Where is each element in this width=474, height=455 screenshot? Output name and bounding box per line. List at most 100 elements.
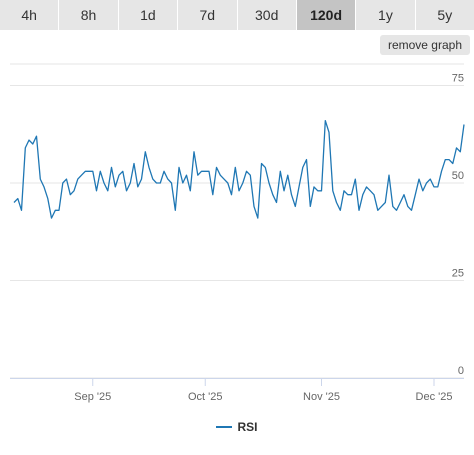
- data-point[interactable]: [30, 142, 35, 147]
- data-point[interactable]: [462, 122, 467, 127]
- data-point[interactable]: [349, 192, 354, 197]
- data-point[interactable]: [72, 188, 77, 193]
- data-point[interactable]: [218, 173, 223, 178]
- data-point[interactable]: [252, 204, 257, 209]
- data-point[interactable]: [177, 165, 182, 170]
- data-point[interactable]: [405, 204, 410, 209]
- data-point[interactable]: [12, 200, 17, 205]
- data-point[interactable]: [57, 208, 62, 213]
- data-point[interactable]: [353, 177, 358, 182]
- data-point[interactable]: [282, 188, 287, 193]
- data-point[interactable]: [135, 184, 140, 189]
- data-point[interactable]: [222, 177, 227, 182]
- data-point[interactable]: [60, 181, 65, 186]
- data-point[interactable]: [165, 177, 170, 182]
- data-point[interactable]: [263, 165, 268, 170]
- data-point[interactable]: [75, 177, 80, 182]
- data-point[interactable]: [38, 177, 43, 182]
- series-line-rsi[interactable]: [13, 119, 465, 219]
- data-point[interactable]: [214, 165, 219, 170]
- remove-graph-button[interactable]: remove graph: [379, 35, 470, 55]
- data-point[interactable]: [173, 208, 178, 213]
- data-point[interactable]: [334, 200, 339, 205]
- data-point[interactable]: [428, 177, 433, 182]
- tab-8h[interactable]: 8h: [59, 0, 119, 30]
- data-point[interactable]: [150, 177, 155, 182]
- data-point[interactable]: [409, 208, 414, 213]
- tab-30d[interactable]: 30d: [237, 0, 297, 30]
- data-point[interactable]: [34, 134, 39, 139]
- data-point[interactable]: [368, 188, 373, 193]
- data-point[interactable]: [94, 188, 99, 193]
- data-point[interactable]: [244, 169, 249, 174]
- data-point[interactable]: [105, 188, 110, 193]
- tab-1y[interactable]: 1y: [356, 0, 416, 30]
- data-point[interactable]: [188, 188, 193, 193]
- data-point[interactable]: [383, 200, 388, 205]
- data-point[interactable]: [285, 173, 290, 178]
- data-point[interactable]: [357, 208, 362, 213]
- data-point[interactable]: [237, 188, 242, 193]
- data-point[interactable]: [64, 177, 69, 182]
- data-point[interactable]: [338, 208, 343, 213]
- data-point[interactable]: [379, 204, 384, 209]
- data-point[interactable]: [207, 169, 212, 174]
- data-point[interactable]: [132, 161, 137, 166]
- data-point[interactable]: [458, 149, 463, 154]
- data-point[interactable]: [435, 184, 440, 189]
- data-point[interactable]: [439, 169, 444, 174]
- data-point[interactable]: [68, 192, 73, 197]
- data-point[interactable]: [364, 184, 369, 189]
- data-point[interactable]: [308, 204, 313, 209]
- data-point[interactable]: [319, 188, 324, 193]
- data-point[interactable]: [270, 192, 275, 197]
- data-point[interactable]: [19, 208, 24, 213]
- data-point[interactable]: [124, 188, 129, 193]
- data-point[interactable]: [180, 181, 185, 186]
- data-point[interactable]: [210, 192, 215, 197]
- data-point[interactable]: [454, 145, 459, 150]
- data-point[interactable]: [323, 118, 328, 123]
- data-point[interactable]: [79, 173, 84, 178]
- data-point[interactable]: [98, 169, 103, 174]
- data-point[interactable]: [128, 181, 133, 186]
- data-point[interactable]: [297, 184, 302, 189]
- data-point[interactable]: [195, 173, 200, 178]
- data-point[interactable]: [169, 181, 174, 186]
- data-point[interactable]: [143, 149, 148, 154]
- data-point[interactable]: [375, 208, 380, 213]
- data-point[interactable]: [229, 192, 234, 197]
- data-point[interactable]: [304, 157, 309, 162]
- tab-120d[interactable]: 120d: [296, 0, 357, 30]
- tab-7d[interactable]: 7d: [178, 0, 238, 30]
- data-point[interactable]: [139, 177, 144, 182]
- data-point[interactable]: [233, 165, 238, 170]
- data-point[interactable]: [394, 208, 399, 213]
- data-point[interactable]: [42, 184, 47, 189]
- data-point[interactable]: [117, 173, 122, 178]
- data-point[interactable]: [390, 204, 395, 209]
- data-point[interactable]: [49, 216, 54, 221]
- data-point[interactable]: [447, 157, 452, 162]
- data-point[interactable]: [424, 181, 429, 186]
- data-point[interactable]: [293, 204, 298, 209]
- data-point[interactable]: [225, 181, 230, 186]
- data-point[interactable]: [450, 161, 455, 166]
- tab-5y[interactable]: 5y: [415, 0, 474, 30]
- data-point[interactable]: [327, 130, 332, 135]
- legend-item-rsi[interactable]: RSI: [216, 420, 258, 434]
- data-point[interactable]: [360, 192, 365, 197]
- data-point[interactable]: [417, 177, 422, 182]
- data-point[interactable]: [240, 181, 245, 186]
- data-point[interactable]: [259, 161, 264, 166]
- data-point[interactable]: [267, 181, 272, 186]
- data-point[interactable]: [274, 200, 279, 205]
- data-point[interactable]: [45, 196, 50, 201]
- data-point[interactable]: [23, 145, 28, 150]
- data-point[interactable]: [248, 173, 253, 178]
- tab-4h[interactable]: 4h: [0, 0, 60, 30]
- data-point[interactable]: [162, 169, 167, 174]
- tab-1d[interactable]: 1d: [118, 0, 179, 30]
- data-point[interactable]: [312, 184, 317, 189]
- data-point[interactable]: [184, 173, 189, 178]
